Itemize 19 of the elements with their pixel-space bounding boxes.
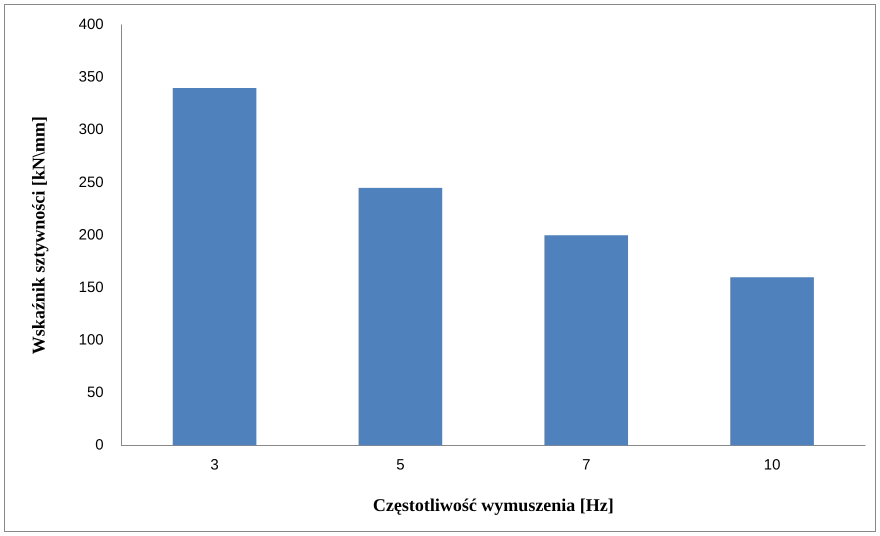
- bar: [358, 188, 442, 446]
- y-tick-label: 400: [78, 16, 104, 34]
- y-tick-label: 100: [78, 331, 104, 348]
- x-tick-label: 10: [764, 456, 780, 474]
- y-tick-label: 250: [78, 174, 104, 191]
- bar: [730, 277, 814, 446]
- x-tick-label: 3: [210, 456, 219, 474]
- y-axis-title: Wskaźnik sztywności [kN\mm]: [28, 116, 48, 354]
- y-tick-label: 350: [78, 68, 104, 86]
- x-tick-label: 7: [582, 456, 590, 474]
- y-tick-label: 200: [78, 226, 104, 244]
- bar: [172, 88, 256, 446]
- y-tick-label: 300: [78, 121, 104, 138]
- y-tick-label: 0: [95, 436, 104, 454]
- x-axis-title: Częstotliwość wymuszenia [Hz]: [372, 494, 614, 515]
- bar: [544, 235, 628, 446]
- x-tick-label: 5: [396, 456, 405, 474]
- y-tick-label: 50: [86, 384, 104, 401]
- y-tick-label: 150: [78, 278, 104, 296]
